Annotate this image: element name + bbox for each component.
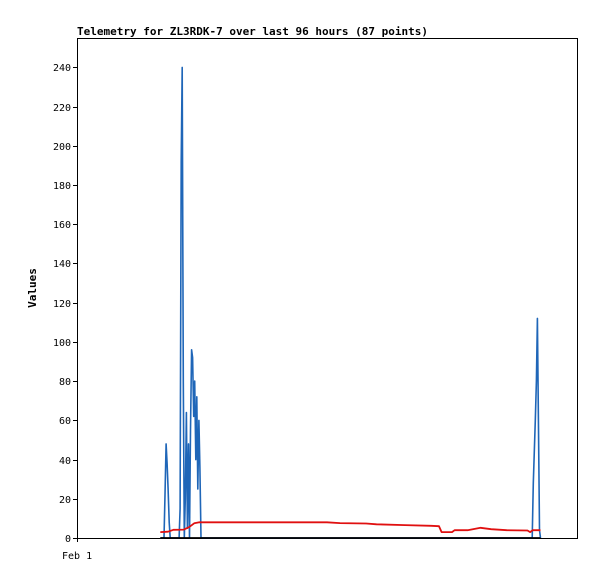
- y-tick-label: 60: [59, 416, 71, 427]
- chart-title: Telemetry for ZL3RDK-7 over last 96 hour…: [77, 25, 428, 38]
- x-tick-label: Feb 1: [62, 551, 92, 562]
- series-layer: [160, 66, 542, 539]
- y-tick-label: 160: [53, 220, 71, 231]
- y-tick-label: 20: [59, 495, 71, 506]
- y-tick-label: 140: [53, 259, 71, 270]
- y-axis: 0 20 40 60 80 100 120 140 160 180 200 220 240: [53, 63, 77, 545]
- y-tick-label: 40: [59, 456, 71, 467]
- y-axis-label: Values: [26, 268, 39, 308]
- y-tick-label: 240: [53, 63, 71, 74]
- plot-area: [77, 38, 578, 539]
- y-tick-label: 180: [53, 181, 71, 192]
- y-tick-label: 80: [59, 377, 71, 388]
- y-tick-label: 220: [53, 103, 71, 114]
- y-tick-label: 120: [53, 299, 71, 310]
- series-line-1: [160, 66, 542, 539]
- y-tick-label: 100: [53, 338, 71, 349]
- x-axis: Feb 1: [62, 538, 92, 562]
- y-tick-label: 0: [65, 534, 71, 545]
- y-tick-label: 200: [53, 142, 71, 153]
- series-line-2: [160, 521, 541, 533]
